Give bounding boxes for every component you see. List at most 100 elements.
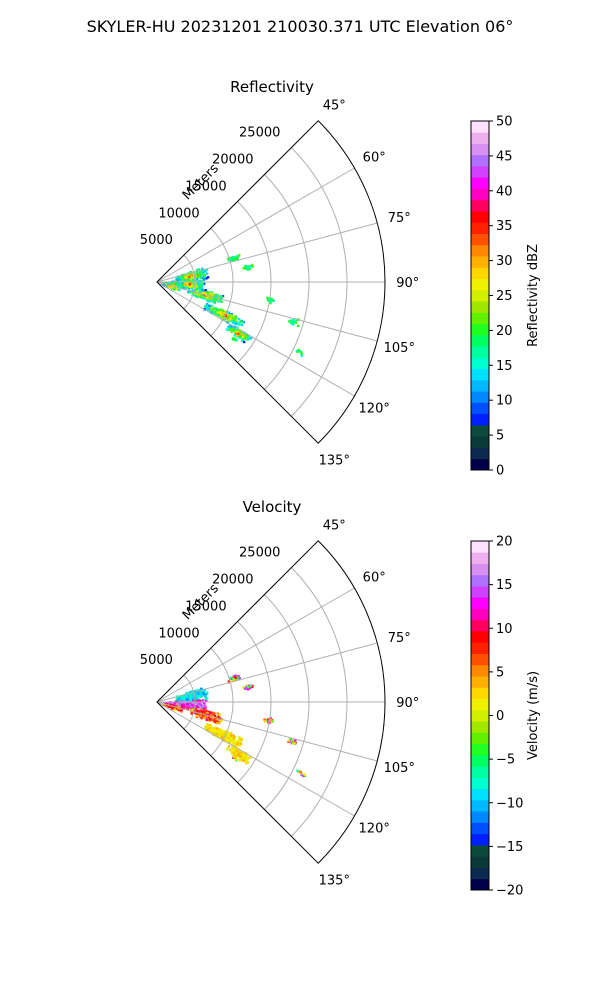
echo-cell: [246, 757, 249, 760]
echo-cell: [206, 723, 209, 726]
echo-cell: [244, 337, 248, 341]
colorbar-segment: [471, 631, 489, 643]
echo-cell: [225, 737, 229, 740]
colorbar-segment: [471, 811, 489, 823]
echo-cell: [184, 279, 187, 283]
echo-cell: [198, 695, 202, 698]
echo-cell: [236, 330, 239, 334]
echo-cell: [194, 693, 197, 696]
colorbar-tick-label: 5: [496, 665, 504, 680]
echo-cell: [238, 736, 241, 739]
echo-cell: [222, 315, 225, 318]
echo-cell: [187, 277, 191, 280]
echo-cell: [227, 319, 230, 322]
echo-cell: [238, 254, 241, 257]
sector-frame: [156, 540, 386, 864]
echo-cell: [179, 275, 183, 278]
colorbar-segment: [471, 619, 489, 632]
azimuth-spoke: [156, 701, 378, 762]
echo-cell: [300, 773, 303, 777]
echo-cell: [179, 278, 183, 282]
azimuth-spoke: [156, 587, 355, 703]
echo-cell: [210, 304, 213, 308]
echo-cell: [199, 691, 202, 694]
colorbar-segment: [471, 586, 489, 598]
colorbar-segment: [471, 766, 489, 778]
echo-cell: [269, 718, 272, 722]
echo-cell: [167, 282, 170, 285]
echo-cell: [217, 300, 220, 303]
echo-cell: [215, 717, 218, 721]
echo-cell: [202, 276, 205, 279]
colorbar-segment: [471, 541, 489, 553]
echo-cell: [206, 291, 209, 294]
echo-cell: [196, 284, 199, 287]
colorbar-tick-label: −20: [496, 884, 523, 899]
figure-title: SKYLER-HU 20231201 210030.371 UTC Elevat…: [87, 17, 514, 36]
echo-cell: [251, 263, 254, 267]
echo-cell: [207, 296, 210, 300]
echo-cell: [181, 701, 184, 705]
echo-cell: [185, 282, 188, 285]
colorbar-segment: [471, 642, 489, 654]
azimuth-spoke: [156, 701, 355, 817]
echo-cell: [271, 720, 274, 723]
echo-cell: [230, 734, 233, 737]
echo-cell: [233, 258, 236, 261]
azimuth-tick-label: 90°: [396, 276, 419, 291]
echo-cell: [270, 299, 273, 302]
echo-cell: [234, 744, 238, 747]
echo-cell: [218, 731, 221, 734]
echo-cell: [171, 702, 174, 705]
echo-cell: [175, 704, 178, 708]
echo-cell: [206, 299, 210, 303]
echo-cell: [229, 748, 232, 751]
echo-cell: [230, 325, 234, 328]
echo-cell: [291, 742, 295, 745]
echo-cell: [218, 720, 221, 723]
azimuth-tick-label: 135°: [319, 873, 350, 888]
echo-cell: [176, 285, 179, 288]
echo-cell: [243, 687, 247, 690]
range-tick-label: 25000: [239, 546, 280, 561]
echo-cell: [228, 740, 231, 743]
colorbar-tick-label: 15: [496, 359, 513, 374]
echo-cell: [230, 750, 233, 753]
echo-cell: [210, 729, 213, 732]
echo-cell: [191, 708, 194, 711]
azimuth-spoke: [156, 167, 355, 283]
echo-cell: [188, 704, 192, 707]
echo-cell: [177, 285, 180, 288]
colorbar-segment: [471, 732, 489, 745]
colorbar-tick-label: 40: [496, 184, 513, 199]
echo-cell: [174, 286, 177, 289]
azimuth-tick-label: 90°: [396, 696, 419, 711]
echo-cell: [180, 710, 183, 713]
echo-cell: [195, 712, 198, 715]
echo-cell: [206, 712, 210, 715]
echo-cell: [209, 724, 213, 727]
echo-cell: [296, 769, 299, 773]
range-tick-label: 10000: [158, 626, 199, 641]
colorbar-segment: [471, 256, 489, 268]
echo-cell: [194, 692, 198, 695]
colorbar-segment: [471, 788, 489, 801]
azimuth-tick-label: 120°: [359, 401, 390, 416]
echo-cell: [201, 699, 205, 702]
echo-cell: [209, 711, 213, 715]
echo-cell: [205, 718, 208, 721]
echo-cell: [189, 275, 192, 278]
echo-cell: [195, 290, 198, 293]
echo-cell: [237, 321, 240, 324]
echo-cell: [234, 749, 237, 752]
echo-cell: [189, 699, 192, 702]
echo-cell: [234, 315, 238, 319]
echo-cell: [242, 320, 246, 324]
echo-cell: [220, 731, 224, 734]
echo-cell: [182, 703, 186, 707]
echo-cell: [214, 730, 217, 733]
echo-cell: [245, 759, 248, 763]
echo-cell: [242, 752, 246, 755]
echo-cell: [196, 276, 199, 279]
echo-cell: [204, 305, 207, 308]
